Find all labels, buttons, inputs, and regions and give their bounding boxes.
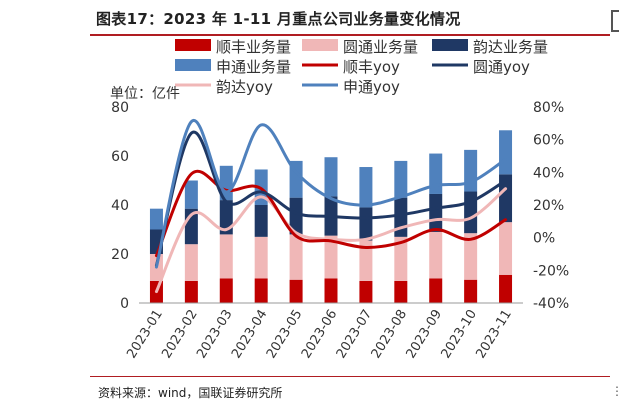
bar-2-7 bbox=[359, 240, 373, 281]
bar-3-3 bbox=[219, 200, 233, 235]
bar-1-2 bbox=[184, 280, 198, 303]
bar-4-2 bbox=[184, 180, 198, 209]
legend-swatch-4 bbox=[175, 59, 211, 71]
bar-3-9 bbox=[429, 193, 443, 232]
figure-title: 图表17：2023 年 1-11 月重点公司业务量变化情况 bbox=[96, 10, 461, 28]
bar-3-11 bbox=[499, 174, 513, 223]
y-left-tick-3: 40 bbox=[111, 198, 129, 214]
unit-label: 单位：亿件 bbox=[110, 86, 180, 102]
legend-label-7: 韵达yoy bbox=[216, 78, 273, 96]
line-1 bbox=[154, 169, 508, 258]
bar-1-4 bbox=[254, 278, 268, 303]
y-right-ticks: -40% -20% 0% 20% 40% 60% 80% bbox=[533, 100, 569, 312]
legend-swatch-3 bbox=[432, 39, 468, 51]
bar-2-6 bbox=[324, 235, 338, 279]
bar-1-7 bbox=[359, 280, 373, 303]
y-right-tick-5: 40% bbox=[533, 165, 564, 181]
y-right-tick-7: 80% bbox=[533, 100, 564, 116]
legend-label-4: 申通业务量 bbox=[216, 58, 291, 76]
bar-4-7 bbox=[359, 167, 373, 208]
y-left-tick-5: 80 bbox=[111, 100, 129, 116]
source-note: 资料来源：wind，国联证券研究所 bbox=[98, 386, 283, 400]
y-left-tick-2: 20 bbox=[111, 247, 129, 263]
bar-4-1 bbox=[149, 208, 163, 230]
y-left-ticks: 0 20 40 60 80 bbox=[111, 100, 129, 312]
line-2 bbox=[154, 130, 508, 267]
bar-4-6 bbox=[324, 157, 338, 197]
legend-swatch-1 bbox=[175, 39, 211, 51]
bar-2-2 bbox=[184, 244, 198, 281]
legend-label-1: 顺丰业务量 bbox=[216, 38, 291, 56]
bar-3-10 bbox=[464, 191, 478, 234]
legend-label-2: 圆通业务量 bbox=[343, 38, 418, 56]
adjacent-figure-edge-bottom: ⋮ bbox=[611, 384, 623, 398]
y-right-tick-3: 0% bbox=[533, 231, 555, 247]
legend-label-3: 韵达业务量 bbox=[473, 38, 548, 56]
legend-label-6: 圆通yoy bbox=[473, 58, 530, 76]
y-right-tick-2: -20% bbox=[533, 263, 569, 279]
bar-4-8 bbox=[394, 160, 408, 198]
legend-label-5: 顺丰yoy bbox=[343, 58, 400, 76]
bar-1-9 bbox=[429, 278, 443, 303]
bar-1-3 bbox=[219, 278, 233, 303]
y-right-tick-6: 60% bbox=[533, 133, 564, 149]
y-left-tick-4: 60 bbox=[111, 149, 129, 165]
bar-4-10 bbox=[464, 149, 478, 192]
x-ticks: 2023-012023-022023-032023-042023-052023-… bbox=[124, 307, 515, 361]
bar-1-8 bbox=[394, 280, 408, 303]
bar-3-8 bbox=[394, 197, 408, 237]
bar-1-6 bbox=[324, 278, 338, 303]
legend-swatch-2 bbox=[302, 39, 338, 51]
y-right-tick-1: -40% bbox=[533, 296, 569, 312]
y-right-tick-4: 20% bbox=[533, 198, 564, 214]
bar-2-5 bbox=[289, 234, 303, 280]
lines-layer bbox=[154, 119, 508, 294]
legend-label-8: 申通yoy bbox=[343, 78, 400, 96]
bar-2-8 bbox=[394, 236, 408, 281]
y-left-tick-1: 0 bbox=[120, 296, 129, 312]
title-rule bbox=[90, 34, 610, 36]
bar-2-11 bbox=[499, 222, 513, 275]
bar-2-10 bbox=[464, 233, 478, 280]
bar-2-9 bbox=[429, 231, 443, 279]
bar-2-4 bbox=[254, 236, 268, 279]
source-rule bbox=[90, 376, 610, 377]
bar-1-10 bbox=[464, 279, 478, 303]
adjacent-figure-edge bbox=[611, 10, 619, 32]
line-3 bbox=[154, 187, 508, 294]
bar-2-3 bbox=[219, 234, 233, 279]
line-4 bbox=[154, 119, 508, 269]
bar-3-4 bbox=[254, 205, 268, 237]
bar-4-11 bbox=[499, 130, 513, 175]
bar-1-11 bbox=[499, 274, 513, 303]
bar-1-5 bbox=[289, 279, 303, 303]
bar-3-5 bbox=[289, 197, 303, 235]
bar-3-7 bbox=[359, 207, 373, 241]
